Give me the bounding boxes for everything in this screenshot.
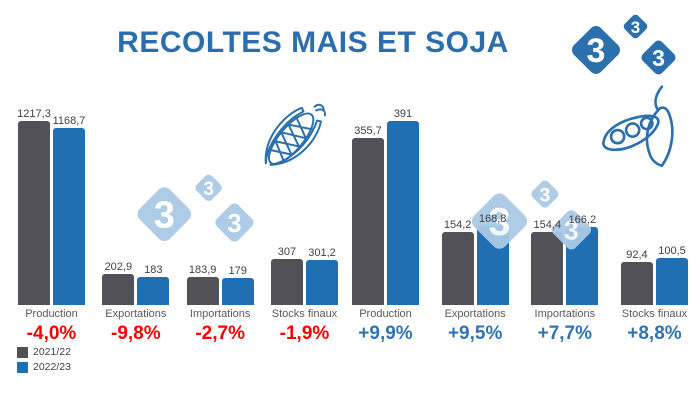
bar-2021-22-stocks-finaux — [270, 258, 303, 305]
change-label-importations: -2,7% — [195, 323, 245, 344]
soja-group-exportations: 154,2 168,8 Exportations +9,5% — [441, 95, 509, 345]
category-label-production: Production — [25, 308, 78, 320]
mais-group-production: 1217,3 1168,7 Production -4,0% — [17, 95, 85, 345]
value-label: 202,9 — [104, 261, 133, 274]
333-watermark-icon: 3 3 3 — [471, 180, 592, 250]
bar-group-item: 183 — [137, 264, 170, 305]
value-label: 179 — [228, 264, 247, 277]
change-label-production: +9,9% — [358, 323, 413, 344]
value-label: 183 — [144, 264, 163, 277]
value-label: 301,2 — [308, 246, 336, 259]
value-label: 355,7 — [354, 124, 382, 137]
bar-2022-23-importations — [221, 277, 254, 305]
bar-group-item: 301,2 — [305, 246, 338, 305]
value-label: 168,8 — [478, 212, 507, 225]
bar-group-item: 154,2 — [441, 219, 474, 305]
bar-group-item: 154,4 — [531, 219, 564, 305]
soybean-icon — [602, 85, 674, 168]
svg-text:3: 3 — [652, 45, 665, 71]
bar-2021-22-importations — [186, 277, 219, 305]
bar-group-item: 183,9 — [186, 264, 219, 305]
category-label-production: Production — [359, 308, 412, 320]
bar-2022-23-stocks-finaux — [305, 259, 338, 305]
mais-group-importations: 183,9 179 Importations -2,7% — [186, 95, 254, 345]
value-label: 183,9 — [188, 264, 217, 277]
bar-group-item: 1217,3 — [17, 108, 51, 305]
soja-bar-chart: 355,7 391 Production +9,9% 154,2 168,8 Exporta… — [352, 95, 688, 345]
change-label-exportations: +9,5% — [447, 323, 503, 344]
change-label-production: -4,0% — [26, 323, 77, 344]
page-title: RECOLTES MAIS ET SOJA — [117, 26, 509, 59]
change-label-stocks-finaux: -1,9% — [279, 323, 330, 344]
bar-2021-22-importations — [531, 232, 564, 305]
value-label: 391 — [393, 108, 413, 120]
value-label: 1168,7 — [52, 115, 86, 128]
svg-text:3: 3 — [154, 194, 175, 237]
bar-group-item: 355,7 — [352, 125, 384, 305]
category-label-stocks-finaux: Stocks finaux — [621, 308, 688, 320]
bar-2022-23-production — [387, 121, 419, 305]
change-label-stocks-finaux: +8,8% — [627, 323, 682, 344]
soja-group-stocks-finaux: 92,4 100,5 Stocks finaux +8,8% — [620, 95, 688, 345]
category-label-importations: Importations — [534, 308, 596, 320]
corn-icon — [264, 103, 326, 166]
bar-group-item: 202,9 — [102, 261, 135, 305]
bar-group-item: 1168,7 — [53, 115, 85, 305]
bar-2022-23-stocks-finaux — [655, 257, 688, 305]
svg-text:3: 3 — [587, 32, 606, 70]
bar-group-item: 179 — [221, 264, 254, 305]
bar-group-item: 391 — [387, 108, 419, 305]
category-label-exportations: Exportations — [105, 308, 167, 320]
chart-legend: 2021/22 2022/23 — [17, 346, 71, 376]
bar-2021-22-stocks-finaux — [620, 261, 653, 305]
333-watermark-icon: 3 3 3 — [137, 174, 254, 242]
value-label: 166,2 — [568, 213, 597, 226]
bar-2022-23-production — [53, 128, 85, 305]
change-label-exportations: -9,8% — [111, 323, 161, 344]
value-label: 154,4 — [533, 219, 562, 232]
333-logo-icon: 3 3 3 — [572, 14, 676, 75]
bar-2021-22-exportations — [441, 232, 474, 305]
bar-group-item: 307 — [270, 245, 303, 305]
svg-text:3: 3 — [564, 216, 579, 246]
bar-2021-22-production — [18, 121, 50, 305]
value-label: 154,2 — [443, 219, 472, 232]
soja-group-production: 355,7 391 Production +9,9% — [352, 95, 419, 345]
category-label-exportations: Exportations — [444, 308, 506, 320]
bar-2021-22-exportations — [102, 274, 135, 305]
legend-label: 2021/22 — [33, 346, 71, 358]
svg-text:3: 3 — [203, 179, 214, 200]
mais-bar-chart: 1217,3 1168,7 Production -4,0% 202,9 183 Expor… — [17, 95, 338, 345]
bar-group-item: 92,4 — [620, 248, 653, 305]
legend-swatch-gray — [17, 346, 28, 358]
svg-text:3: 3 — [539, 185, 550, 207]
value-label: 92,4 — [626, 248, 648, 261]
svg-text:3: 3 — [227, 210, 241, 238]
value-label: 100,5 — [658, 244, 686, 257]
svg-text:3: 3 — [631, 18, 640, 37]
mais-group-exportations: 202,9 183 Exportations -9,8% — [102, 95, 170, 345]
category-label-importations: Importations — [189, 308, 251, 320]
mais-group-stocks-finaux: 307 301,2 Stocks finaux -1,9% — [270, 95, 338, 345]
bar-group-item: 100,5 — [655, 244, 688, 305]
bar-2021-22-production — [352, 137, 384, 305]
svg-text:3: 3 — [489, 201, 511, 244]
change-label-importations: +7,7% — [537, 323, 593, 344]
legend-item-2021-22: 2021/22 — [17, 346, 71, 358]
value-label: 1217,3 — [17, 108, 51, 120]
legend-swatch-blue — [17, 361, 28, 373]
bar-2022-23-exportations — [137, 277, 170, 305]
legend-item-2022-23: 2022/23 — [17, 361, 71, 373]
legend-label: 2022/23 — [33, 361, 71, 373]
value-label: 307 — [277, 245, 297, 258]
category-label-stocks-finaux: Stocks finaux — [271, 308, 338, 320]
